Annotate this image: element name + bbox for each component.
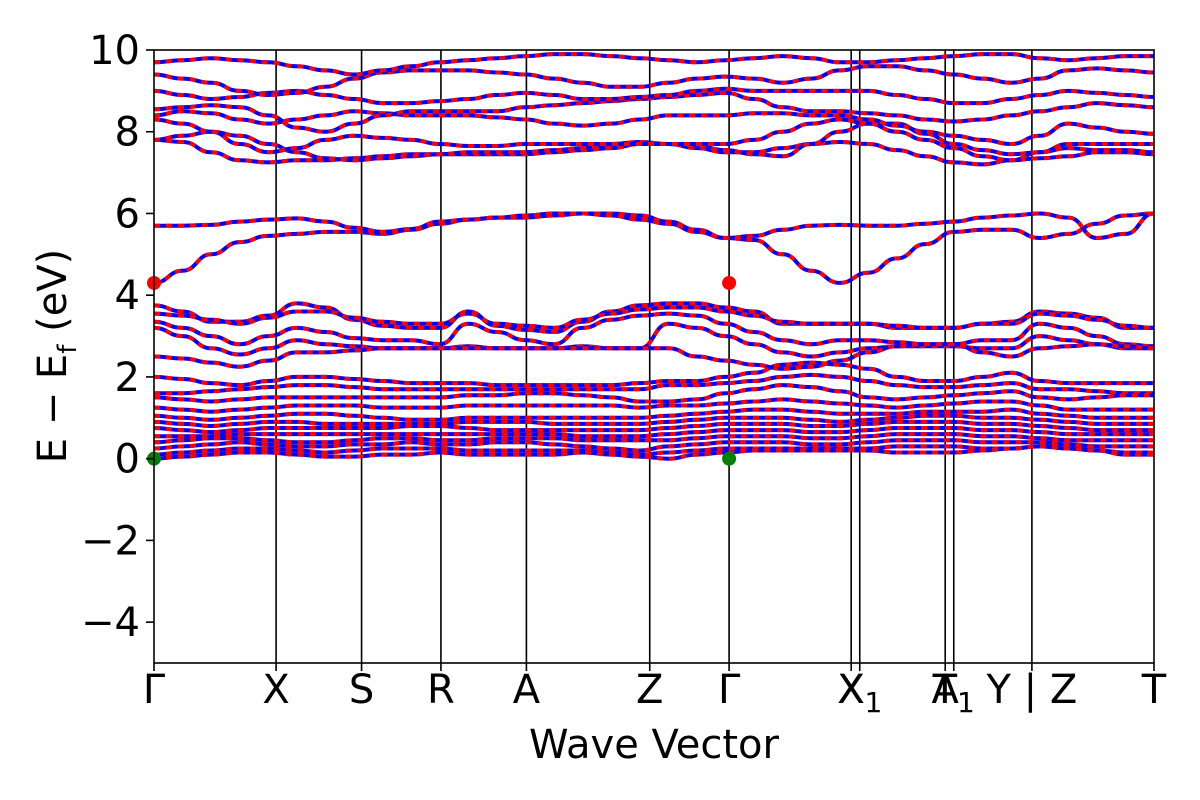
band-8-red xyxy=(154,397,1154,414)
band-24-red xyxy=(154,86,1154,106)
band-2-red xyxy=(154,311,1154,349)
band-5-red xyxy=(154,360,1154,388)
band-6-red xyxy=(154,372,1154,396)
y-tick-label-6: 8 xyxy=(115,110,140,156)
x-tick-label-4: A xyxy=(513,667,541,713)
band-9-red xyxy=(154,407,1154,422)
x-tick-label-0: Γ xyxy=(143,667,166,713)
band-26-blue xyxy=(154,52,1154,77)
x-tick-label-7: X xyxy=(837,667,864,713)
band-17-blue xyxy=(154,211,1154,285)
band-25-red xyxy=(154,64,1154,98)
y-axis-ticks: −4 −2 0 2 4 6 8 10 xyxy=(81,28,154,646)
plot-frame xyxy=(153,49,1155,664)
band-10-red xyxy=(154,413,1154,429)
y-tick-label-5: 6 xyxy=(115,191,140,237)
band-4-red xyxy=(154,342,1154,371)
band-16-red xyxy=(154,444,1154,461)
x-tick-label-8: X1 xyxy=(837,667,882,719)
x-axis-title: Wave Vector xyxy=(529,722,780,768)
band-14-red xyxy=(154,438,1154,453)
y-tick-label-3: 2 xyxy=(115,355,140,401)
band-lines xyxy=(154,52,1154,461)
x-tick-label-6: Γ xyxy=(718,667,741,713)
band-18-red xyxy=(154,211,1154,241)
band-12-red xyxy=(154,426,1154,439)
y-tick-label-7: 10 xyxy=(89,28,140,74)
band-26-red xyxy=(154,52,1154,77)
band-7-red xyxy=(154,383,1154,404)
vbm-marker-1 xyxy=(722,451,737,466)
y-tick-label-4: 4 xyxy=(115,273,140,319)
x-tick-label-9: A xyxy=(932,667,960,713)
band-21-red xyxy=(154,117,1154,163)
x-tick-label-5: Z xyxy=(636,667,663,713)
band-3-blue xyxy=(154,321,1154,359)
band-11-red xyxy=(154,419,1154,435)
band-25-blue xyxy=(154,64,1154,98)
y-axis-title-subscript: f xyxy=(53,344,83,354)
band-22-red xyxy=(154,109,1154,147)
extrema-markers xyxy=(147,275,737,466)
y-tick-label-2: 0 xyxy=(115,437,140,483)
x-tick-label-1: X xyxy=(262,667,289,713)
cbm-marker-1 xyxy=(722,275,737,290)
y-axis-title-unit: (eV) xyxy=(30,249,76,345)
band-1-red xyxy=(154,305,1154,330)
y-tick-label-1: −2 xyxy=(81,518,140,564)
y-axis-title-main: E − E xyxy=(30,354,76,464)
x-tick-label-2: S xyxy=(349,667,374,713)
x-tick-label-10: T1 xyxy=(932,667,975,719)
x-tick-label-3: R xyxy=(427,667,455,713)
band-13-red xyxy=(154,432,1154,445)
x-tick-label-12: T xyxy=(1141,667,1167,713)
y-tick-label-0: −4 xyxy=(81,600,140,646)
band-17-red xyxy=(154,211,1154,285)
y-axis-title: E − Ef (eV) xyxy=(30,249,83,464)
x-tick-label-11: Y | Z xyxy=(986,667,1078,713)
